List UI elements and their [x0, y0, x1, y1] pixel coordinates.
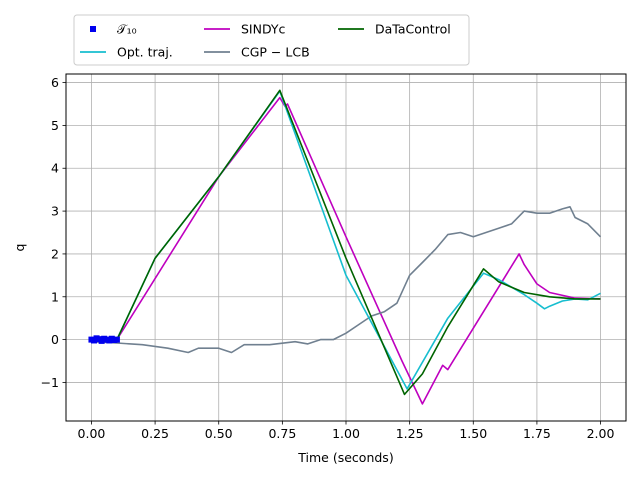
- x-tick-label: 1.50: [459, 426, 487, 441]
- legend-label-5: DaTaControl: [375, 22, 451, 37]
- y-axis-label: q: [12, 244, 27, 252]
- y-tick-label: 0: [51, 332, 59, 347]
- data-point-sample: [113, 336, 120, 343]
- x-tick-label: 0.25: [141, 426, 169, 441]
- x-tick-label: 1.25: [396, 426, 424, 441]
- series-line-cgp-lcb: [91, 206, 602, 354]
- x-tick-label: 0.75: [268, 426, 296, 441]
- series-layer: [88, 89, 602, 405]
- legend-label-1: 𝒯₁₀: [117, 22, 137, 37]
- axis-ticks: 0.00 0.25 0.50 0.75 1.00 1.25 1.50 1.75 2.00 −1 0 1…: [41, 75, 615, 441]
- y-tick-label: 4: [51, 161, 59, 176]
- legend: 𝒯₁₀ Opt. traj. SINDYc CGP − LCB DaTaControl: [73, 14, 470, 66]
- legend-label-2: Opt. traj.: [117, 45, 173, 60]
- y-tick-label: 2: [51, 246, 59, 261]
- legend-box: [73, 14, 470, 66]
- legend-swatch-1: [90, 26, 96, 32]
- series-line-datacontrol: [116, 89, 601, 396]
- y-tick-label: 6: [51, 75, 59, 90]
- x-tick-label: 1.75: [523, 426, 551, 441]
- grid: [66, 74, 626, 421]
- y-tick-label: 3: [51, 204, 59, 219]
- y-tick-label: 5: [51, 118, 59, 133]
- series-line-sindyc: [116, 96, 601, 405]
- x-tick-label: 2.00: [587, 426, 615, 441]
- x-tick-label: 0.50: [205, 426, 233, 441]
- legend-label-4: CGP − LCB: [241, 45, 310, 60]
- legend-label-3: SINDYc: [241, 22, 286, 37]
- x-tick-label: 1.00: [332, 426, 360, 441]
- x-tick-label: 0.00: [78, 426, 106, 441]
- x-axis-label: Time (seconds): [297, 450, 393, 465]
- y-tick-label: 1: [51, 289, 59, 304]
- series-line-opt-traj: [116, 90, 601, 390]
- y-tick-label: −1: [41, 375, 59, 390]
